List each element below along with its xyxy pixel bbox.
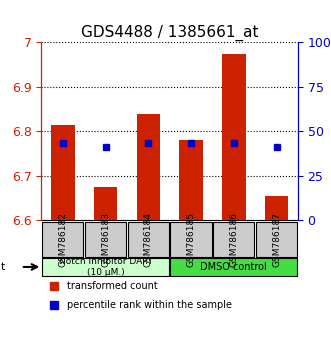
Text: Notch inhibitor DAPT
(10 μM.): Notch inhibitor DAPT (10 μM.) <box>59 257 153 276</box>
Text: GSM786182: GSM786182 <box>58 212 67 267</box>
FancyBboxPatch shape <box>256 222 297 257</box>
Bar <box>222 53 246 221</box>
Title: GDS4488 / 1385661_at: GDS4488 / 1385661_at <box>81 25 259 41</box>
Text: GSM786183: GSM786183 <box>101 212 110 267</box>
Bar <box>51 125 74 221</box>
Text: GSM786185: GSM786185 <box>186 212 196 267</box>
FancyBboxPatch shape <box>42 222 83 257</box>
Bar <box>179 141 203 221</box>
FancyBboxPatch shape <box>85 222 126 257</box>
Text: agent: agent <box>0 262 6 272</box>
Bar <box>265 196 288 221</box>
FancyBboxPatch shape <box>42 258 169 276</box>
FancyBboxPatch shape <box>170 222 212 257</box>
FancyBboxPatch shape <box>128 222 169 257</box>
Text: DMSO control: DMSO control <box>200 262 267 272</box>
Text: GSM786186: GSM786186 <box>229 212 238 267</box>
Bar <box>94 187 117 221</box>
FancyBboxPatch shape <box>170 258 297 276</box>
Text: GSM786187: GSM786187 <box>272 212 281 267</box>
Bar <box>136 114 160 221</box>
Text: transformed count: transformed count <box>67 281 158 291</box>
Text: percentile rank within the sample: percentile rank within the sample <box>67 300 232 310</box>
Text: GSM786184: GSM786184 <box>144 212 153 267</box>
FancyBboxPatch shape <box>213 222 254 257</box>
